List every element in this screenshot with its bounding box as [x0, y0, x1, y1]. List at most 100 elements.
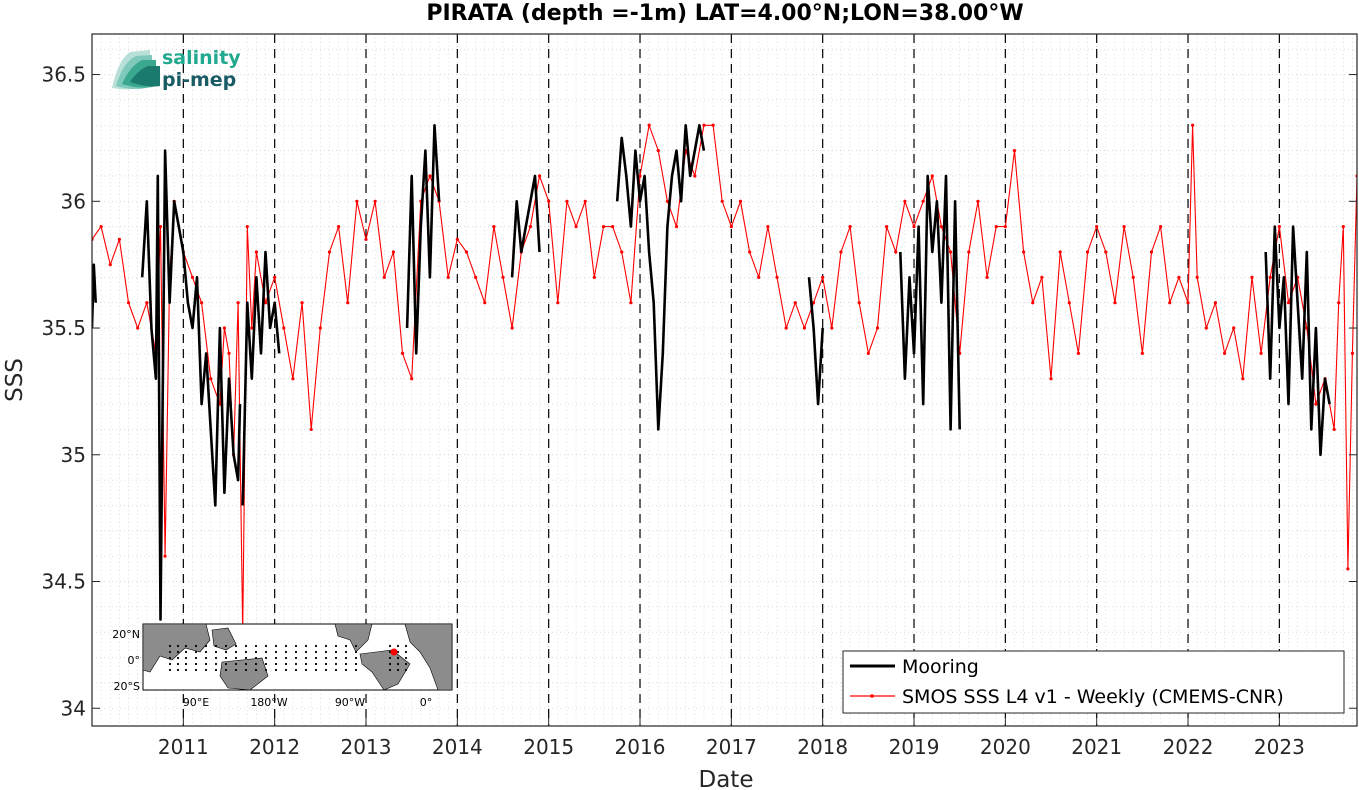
y-tick-label: 34.5	[41, 570, 86, 594]
buoy-dot	[264, 656, 268, 660]
buoy-dot	[388, 668, 392, 672]
data-point-smos	[227, 351, 231, 355]
buoy-dot	[334, 662, 338, 666]
data-point-smos	[629, 301, 633, 305]
data-point-smos	[885, 225, 889, 229]
data-point-smos	[250, 326, 254, 330]
data-point-smos	[537, 174, 542, 178]
data-point-smos	[638, 174, 642, 178]
data-point-smos	[1131, 275, 1135, 279]
buoy-dot	[284, 650, 288, 654]
data-point-smos	[117, 237, 122, 241]
data-point-smos	[1085, 250, 1090, 254]
series-line-mooring	[405, 124, 441, 355]
buoy-dot	[194, 650, 198, 654]
buoy-dot	[354, 668, 358, 672]
buoy-dot	[324, 668, 328, 672]
data-point-smos	[190, 275, 195, 279]
data-point-smos	[337, 225, 341, 229]
data-point-smos	[1031, 301, 1035, 305]
data-point-smos	[1213, 301, 1218, 305]
buoy-dot	[176, 662, 180, 666]
buoy-dot	[184, 662, 188, 666]
y-tick-label: 35	[61, 443, 86, 467]
buoy-dot	[354, 662, 358, 666]
data-point-smos	[802, 326, 807, 330]
data-point-smos	[99, 225, 103, 229]
buoy-dot	[294, 656, 298, 660]
data-point-smos	[1049, 377, 1053, 381]
buoy-dot	[294, 668, 298, 672]
data-point-smos	[875, 326, 880, 330]
data-point-smos	[318, 326, 322, 330]
data-point-smos	[611, 225, 615, 229]
data-point-smos	[903, 199, 907, 203]
inset-map-land	[142, 623, 453, 691]
data-point-smos	[894, 250, 898, 254]
buoy-dot	[396, 644, 400, 648]
buoy-dot	[284, 644, 288, 648]
data-point-smos	[1341, 225, 1345, 229]
data-point-smos	[574, 225, 578, 229]
x-tick-label: 2018	[797, 735, 848, 759]
data-point-smos	[1241, 377, 1245, 381]
data-point-smos	[158, 225, 163, 229]
buoy-dot	[284, 662, 288, 666]
data-point-smos	[1286, 301, 1291, 305]
data-point-smos	[994, 225, 998, 229]
inset-lat-label: 20°S	[114, 680, 140, 693]
buoy-dot	[264, 644, 268, 648]
x-axis-ticks: 2011 2012 2013 2014 2015 2016 2017 2018 2019 2020…	[158, 718, 1305, 759]
series-line-mooring	[899, 174, 961, 431]
x-tick-label: 2021	[1071, 735, 1122, 759]
y-tick-label: 34	[61, 696, 86, 720]
data-point-smos	[1195, 275, 1199, 279]
buoy-dot	[194, 656, 198, 660]
buoy-dot	[234, 656, 238, 660]
buoy-dot	[194, 644, 198, 648]
buoy-dot	[194, 662, 198, 666]
buoy-dot	[234, 668, 238, 672]
logo-line1: salinity	[162, 47, 241, 69]
y-axis-label: SSS	[2, 358, 28, 402]
series-line-mooring	[241, 250, 281, 506]
buoy-dot	[224, 656, 228, 660]
x-tick-label: 2012	[249, 735, 300, 759]
data-point-smos	[391, 250, 396, 254]
x-tick-label: 2013	[341, 735, 392, 759]
buoy-dot	[214, 668, 218, 672]
buoy-dot	[244, 656, 248, 660]
data-point-smos	[811, 301, 816, 305]
buoy-dot	[304, 662, 308, 666]
data-point-smos	[1104, 250, 1108, 254]
x-tick-label: 2014	[432, 735, 483, 759]
salinity-pimep-logo: salinity pi-mep	[112, 47, 241, 91]
buoy-dot	[324, 650, 328, 654]
buoy-dot	[314, 662, 318, 666]
data-point-smos	[446, 275, 450, 279]
data-point-smos	[821, 275, 825, 279]
data-point-smos	[483, 301, 487, 305]
data-point-smos	[364, 237, 368, 241]
inset-map: 20°N 0° 20°S 90°E 180°W 90°W 0°	[112, 623, 453, 709]
buoy-dot	[344, 668, 348, 672]
x-tick-label: 2011	[158, 735, 209, 759]
data-point-smos	[912, 225, 916, 229]
data-point-smos	[1122, 225, 1126, 229]
data-point-smos	[1250, 275, 1254, 279]
buoy-dot	[234, 644, 238, 648]
inset-lon-label: 180°W	[250, 696, 287, 709]
buoy-dot	[354, 656, 358, 660]
data-point-smos	[1040, 275, 1044, 279]
data-point-smos	[236, 301, 240, 305]
data-point-smos	[300, 301, 304, 305]
buoy-dot	[204, 668, 208, 672]
series-line-mooring	[807, 277, 824, 406]
buoy-dot	[396, 662, 400, 666]
x-tick-label: 2023	[1254, 735, 1305, 759]
buoy-dot	[194, 668, 198, 672]
buoy-dot	[344, 656, 348, 660]
data-point-smos	[948, 250, 953, 254]
buoy-dot	[254, 668, 258, 672]
data-point-smos	[693, 174, 697, 178]
